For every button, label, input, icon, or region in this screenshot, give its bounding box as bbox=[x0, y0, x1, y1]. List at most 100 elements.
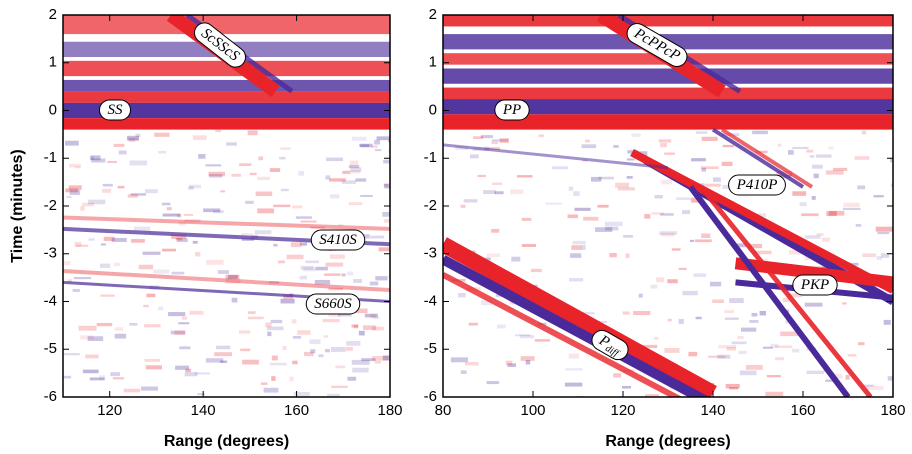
noise bbox=[843, 202, 860, 207]
noise bbox=[792, 146, 809, 150]
noise bbox=[749, 320, 759, 323]
noise bbox=[170, 330, 186, 335]
noise bbox=[858, 342, 865, 346]
label-bubble bbox=[792, 274, 838, 296]
noise bbox=[303, 351, 314, 357]
noise bbox=[854, 156, 870, 160]
noise bbox=[65, 188, 79, 193]
x-tick-label: 120 bbox=[97, 402, 122, 419]
phase bbox=[734, 257, 893, 289]
noise bbox=[481, 300, 493, 306]
background bbox=[63, 15, 390, 397]
noise bbox=[270, 319, 283, 324]
noise bbox=[701, 233, 711, 239]
x-axis-label: Range (degrees) bbox=[164, 433, 289, 450]
noise bbox=[507, 363, 517, 367]
noise bbox=[709, 281, 722, 287]
noise bbox=[267, 326, 284, 331]
noise bbox=[342, 171, 351, 174]
noise bbox=[69, 163, 81, 168]
noise bbox=[486, 381, 500, 385]
noise bbox=[87, 336, 104, 342]
noise bbox=[161, 202, 171, 206]
noise bbox=[483, 190, 496, 195]
noise bbox=[351, 136, 367, 141]
noise bbox=[748, 243, 763, 249]
noise bbox=[358, 330, 365, 336]
noise bbox=[341, 180, 357, 184]
noise bbox=[598, 176, 614, 180]
noise bbox=[485, 257, 491, 261]
noise bbox=[297, 330, 311, 335]
noise bbox=[100, 294, 115, 297]
noise bbox=[213, 210, 224, 214]
noise bbox=[289, 376, 294, 382]
noise bbox=[626, 158, 635, 161]
noise bbox=[176, 238, 188, 242]
noise bbox=[739, 370, 757, 376]
phase-label: S410S bbox=[310, 229, 366, 251]
noise bbox=[787, 150, 794, 155]
noise bbox=[303, 267, 316, 272]
noise bbox=[78, 325, 97, 331]
phase bbox=[702, 189, 873, 397]
noise bbox=[464, 361, 479, 366]
panel-image bbox=[63, 15, 390, 397]
noise bbox=[681, 210, 691, 215]
noise bbox=[388, 139, 390, 143]
noise bbox=[353, 308, 368, 314]
noise bbox=[762, 258, 769, 261]
noise bbox=[806, 149, 814, 153]
y-tick-label: -4 bbox=[44, 292, 57, 309]
noise bbox=[322, 319, 340, 323]
noise bbox=[205, 358, 224, 363]
noise bbox=[184, 219, 201, 223]
noise bbox=[515, 334, 531, 337]
noise bbox=[450, 357, 468, 363]
band bbox=[63, 79, 390, 92]
noise bbox=[789, 250, 807, 255]
noise bbox=[171, 271, 185, 275]
noise bbox=[695, 316, 702, 320]
noise bbox=[217, 270, 230, 274]
noise bbox=[374, 360, 382, 364]
noise bbox=[780, 331, 799, 337]
noise bbox=[65, 140, 79, 146]
noise bbox=[127, 137, 139, 142]
label-main: S660S bbox=[314, 296, 352, 312]
noise bbox=[133, 226, 151, 231]
noise bbox=[495, 294, 502, 297]
noise bbox=[861, 130, 867, 135]
noise bbox=[791, 348, 800, 353]
noise bbox=[231, 297, 238, 303]
noise bbox=[166, 207, 172, 211]
x-tick-label: 80 bbox=[435, 402, 452, 419]
noise bbox=[745, 364, 763, 370]
noise bbox=[154, 132, 170, 137]
noise bbox=[505, 360, 513, 366]
noise bbox=[613, 373, 622, 378]
noise bbox=[171, 234, 187, 239]
noise bbox=[667, 279, 678, 284]
noise bbox=[329, 254, 345, 259]
noise bbox=[740, 327, 757, 332]
noise bbox=[168, 312, 186, 317]
noise bbox=[724, 317, 739, 320]
noise bbox=[579, 312, 595, 315]
noise bbox=[194, 372, 210, 375]
noise bbox=[460, 370, 467, 374]
noise bbox=[347, 376, 357, 381]
noise bbox=[845, 374, 850, 380]
noise bbox=[731, 341, 747, 345]
y-tick-label: -2 bbox=[44, 197, 57, 214]
noise bbox=[145, 189, 158, 194]
noise bbox=[700, 166, 719, 170]
noise bbox=[341, 273, 346, 277]
noise bbox=[216, 345, 231, 350]
noise bbox=[815, 154, 832, 158]
noise bbox=[682, 290, 698, 296]
noise bbox=[468, 322, 478, 326]
band bbox=[443, 99, 893, 115]
noise bbox=[477, 174, 486, 178]
label-bubble bbox=[310, 229, 366, 251]
